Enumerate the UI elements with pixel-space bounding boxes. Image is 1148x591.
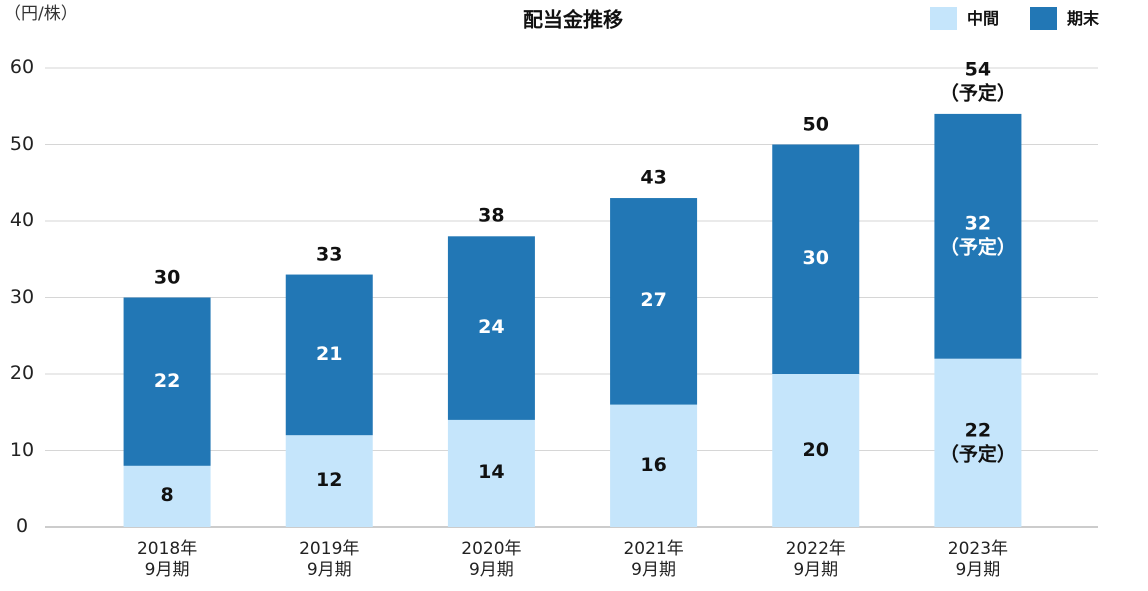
value-label: 16	[640, 453, 667, 476]
legend-label: 中間	[967, 9, 1000, 28]
total-label: 33	[316, 242, 343, 265]
y-tick-label: 50	[9, 132, 35, 155]
value-label: 20	[802, 438, 829, 461]
y-tick-label: 0	[15, 515, 29, 538]
total-label: 54 （予定）	[939, 58, 1016, 105]
total-label: 30	[153, 265, 181, 288]
value-label: 30	[802, 247, 829, 270]
chart-title: 配当金推移	[523, 7, 623, 32]
x-tick-label: 2018年 9月期	[136, 539, 198, 581]
y-tick-label: 60	[9, 56, 35, 79]
x-tick-label: 2019年 9月期	[299, 539, 360, 581]
bar-segment	[934, 358, 1022, 527]
value-label: 12	[316, 469, 343, 492]
total-label: 50	[802, 112, 829, 135]
bar-segment	[285, 274, 373, 436]
y-tick-label: 30	[9, 285, 35, 308]
bar-segment	[123, 465, 211, 527]
bar-segment	[285, 435, 373, 527]
bar-segment	[610, 404, 698, 527]
total-label: 43	[640, 166, 667, 189]
value-label: 27	[640, 289, 667, 312]
y-tick-label: 40	[9, 209, 35, 232]
value-label: 21	[316, 343, 343, 365]
x-tick-label: 2023年 9月期	[947, 539, 1009, 581]
x-tick-label: 2020年 9月期	[461, 539, 522, 581]
y-tick-label: 10	[9, 438, 35, 461]
bar-segment	[447, 419, 535, 527]
value-label: 22 （予定）	[939, 419, 1016, 465]
legend-swatch	[930, 7, 957, 30]
value-label: 22	[153, 369, 181, 392]
legend-swatch	[1030, 7, 1057, 30]
x-tick-label: 2022年 9月期	[785, 539, 846, 581]
bar-segment	[772, 144, 860, 374]
value-label: 32 （予定）	[939, 212, 1016, 259]
bar-segment	[123, 297, 211, 466]
bar-segment	[447, 236, 535, 420]
total-label: 38	[478, 204, 505, 227]
value-label: 24	[478, 316, 505, 339]
y-tick-label: 20	[9, 362, 35, 385]
bar-segment	[610, 198, 698, 405]
bar-segment	[934, 113, 1022, 359]
x-tick-label: 2021年 9月期	[623, 539, 684, 581]
legend-label: 期末	[1067, 9, 1100, 28]
value-label: 14	[478, 461, 505, 484]
value-label: 8	[160, 484, 174, 507]
y-unit: （円/株）	[4, 4, 78, 24]
bar-segment	[772, 374, 860, 527]
